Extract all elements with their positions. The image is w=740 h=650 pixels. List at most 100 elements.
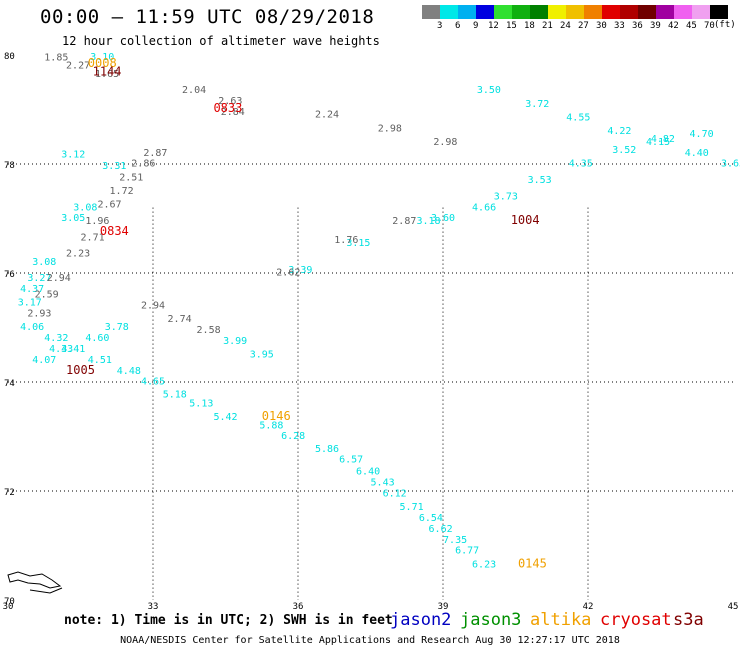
y-tick-label: 72	[4, 488, 15, 498]
wave-height-label: 3.31	[102, 161, 126, 172]
wave-height-label: 4.22	[607, 126, 631, 137]
colorbar-label: 24	[560, 21, 571, 31]
colorbar-units: (ft)	[714, 20, 736, 30]
wave-height-label: 2.58	[197, 325, 221, 336]
y-tick-label: 80	[4, 52, 15, 62]
wave-height-label: 3.65	[721, 159, 740, 170]
y-tick-label: 78	[4, 161, 15, 171]
wave-height-label: 3.95	[250, 349, 274, 360]
pass-time-label: 0008	[88, 56, 117, 70]
wave-height-label: 2.27	[66, 61, 90, 72]
wave-height-label: 3.27	[27, 273, 51, 284]
wave-height-label: 5.71	[400, 502, 424, 513]
wave-height-label: 2.84	[221, 107, 245, 118]
pass-time-label: 1004	[511, 213, 540, 227]
wave-height-label: 2.67	[97, 200, 121, 211]
colorbar-label: 15	[506, 21, 517, 31]
wave-height-label: 4.33	[49, 344, 73, 355]
wave-height-label: 5.43	[371, 478, 395, 489]
x-tick-label: 36	[293, 602, 304, 610]
wave-height-label: 2.94	[141, 300, 165, 311]
wave-height-label: 5.18	[163, 389, 187, 400]
x-tick-label: 39	[438, 602, 449, 610]
y-tick-label: 74	[4, 379, 15, 389]
wave-height-label: 3.78	[105, 322, 129, 333]
x-tick-label: 33	[148, 602, 159, 610]
wave-height-label: 3.17	[18, 298, 42, 309]
colorbar-label: 6	[455, 21, 461, 31]
pass-time-label: 1005	[66, 363, 95, 377]
wave-height-label: 1.85	[44, 52, 68, 63]
wave-height-label: 6.28	[281, 431, 305, 442]
wave-height-label: 6.23	[472, 559, 496, 570]
wave-height-label: 6.40	[356, 467, 380, 478]
wave-height-label: 3.15	[346, 238, 370, 249]
colorbar-swatch	[512, 5, 530, 19]
wave-height-label: 6.62	[429, 524, 453, 535]
colorbar-swatch	[548, 5, 566, 19]
wave-height-label: 3.12	[61, 149, 85, 160]
wave-height-label: 2.04	[182, 85, 206, 96]
pass-time-label: 0146	[262, 409, 291, 423]
colorbar-swatch	[710, 5, 728, 19]
wave-height-label: 3.52	[612, 145, 636, 156]
wave-height-label: 6.57	[339, 455, 363, 466]
wave-height-label: 2.98	[433, 137, 457, 148]
wave-height-label: 2.59	[35, 290, 59, 301]
wave-height-label: 5.86	[315, 444, 339, 455]
colorbar-label: 30	[596, 21, 607, 31]
colorbar-labels: 3 6 9 12 15 18 21 24 27 30 33 36 39 42 45 70	[422, 21, 728, 33]
colorbar-label: 27	[578, 21, 589, 31]
wave-height-label: 2.87	[392, 216, 416, 227]
y-tick-label: 70	[4, 597, 15, 607]
colorbar-swatch	[530, 5, 548, 19]
colorbar-label: 9	[473, 21, 479, 31]
wave-height-label: 4.35	[569, 159, 593, 170]
x-tick-label: 42	[583, 602, 594, 610]
wave-height-label: 3.08	[73, 202, 97, 213]
wave-height-label: 6.12	[383, 488, 407, 499]
x-tick-label: 30	[3, 602, 14, 610]
colorbar-swatch	[458, 5, 476, 19]
chart-plot: 30 33 36 39 42 45 70 72 74 76 78 80 3.10 3.12 3.31 3.08…	[3, 52, 740, 610]
wave-height-label: 2.51	[119, 172, 143, 183]
footer: note: 1) Time is in UTC; 2) SWH is in fe…	[0, 608, 740, 650]
legend-s3a: s3a	[673, 610, 704, 630]
wave-height-label: 2.98	[378, 123, 402, 134]
wave-height-label: 3.05	[61, 213, 85, 224]
wave-height-label: 5.88	[259, 420, 283, 431]
chart-title: 00:00 – 11:59 UTC 08/29/2018	[40, 6, 375, 28]
colorbar-swatch	[494, 5, 512, 19]
wave-height-label: 5.13	[189, 399, 213, 410]
wave-height-label: 2.94	[47, 273, 71, 284]
wave-height-label: 1.65	[95, 69, 119, 80]
wave-height-label: 4.66	[472, 202, 496, 213]
colorbar-label: 3	[437, 21, 443, 31]
legend-altika: altika	[530, 610, 592, 630]
wave-height-label: 2.86	[131, 159, 155, 170]
wave-height-label: 1.72	[110, 186, 134, 197]
pass-time-label: 0833	[213, 101, 242, 115]
wave-height-label: 2.62	[276, 268, 300, 279]
wave-height-label: 4.15	[646, 137, 670, 148]
wave-height-label: 6.77	[455, 546, 479, 557]
wave-height-label: 2.24	[315, 110, 339, 121]
wave-height-label: 3.08	[32, 257, 56, 268]
wave-height-label: 1.76	[334, 235, 358, 246]
wave-height-label: 4.55	[566, 112, 590, 123]
colorbar-label: 12	[488, 21, 499, 31]
colorbar-label: 36	[632, 21, 643, 31]
legend-jason2: jason2	[390, 610, 452, 630]
colorbar-swatch	[602, 5, 620, 19]
colorbar-swatch	[656, 5, 674, 19]
wave-height-label: 4.60	[85, 333, 109, 344]
colorbar-label: 18	[524, 21, 535, 31]
wave-height-label: 4.65	[141, 377, 165, 388]
pass-time-label: 0145	[518, 556, 547, 570]
pass-time-label: 0834	[100, 224, 129, 238]
wave-height-label: 3.53	[528, 175, 552, 186]
wave-height-label: 2.74	[168, 314, 192, 325]
wave-height-label: 4.41	[61, 344, 85, 355]
wave-height-label: 3.50	[477, 85, 501, 96]
wave-height-label: 5.42	[213, 412, 237, 423]
